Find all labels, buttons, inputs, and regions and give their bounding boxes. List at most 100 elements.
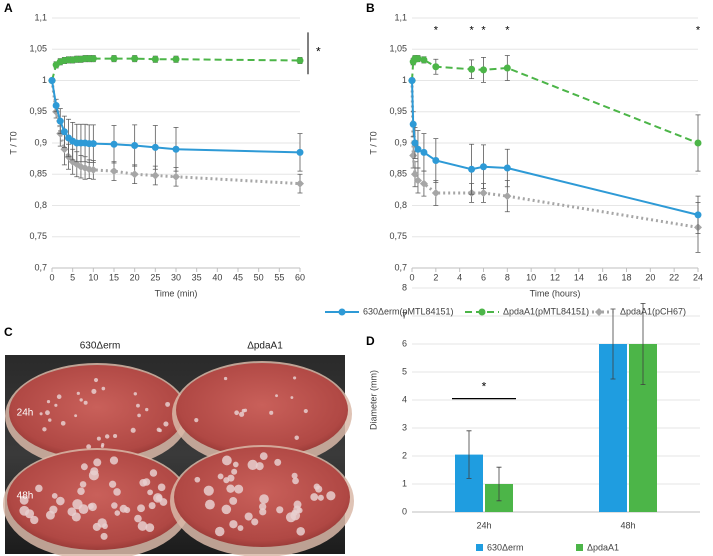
marker <box>172 145 180 153</box>
colony <box>102 523 108 530</box>
colony <box>100 444 104 448</box>
colony <box>165 401 171 407</box>
marker <box>432 63 440 71</box>
colony <box>90 467 99 476</box>
marker <box>110 140 118 148</box>
marker <box>479 189 488 197</box>
x-tick-label: 20 <box>130 272 140 282</box>
x-tick-label: 45 <box>233 272 243 282</box>
y-tick-label: 1,05 <box>29 44 47 54</box>
significance-star: * <box>696 24 701 36</box>
y-tick-label: 0,9 <box>394 137 407 147</box>
marker <box>414 55 422 63</box>
colony <box>19 495 29 505</box>
colony <box>42 427 47 432</box>
legend-marker <box>478 308 486 316</box>
legend-swatch <box>476 544 483 551</box>
colony <box>109 456 119 465</box>
colony <box>93 377 99 383</box>
marker <box>172 172 180 181</box>
significance-star: * <box>481 24 486 36</box>
marker <box>110 55 118 63</box>
marker <box>468 165 476 173</box>
colony <box>294 435 299 440</box>
legend-label: ΔpdaA1(pMTL84151) <box>503 306 589 316</box>
x-tick-label: 0 <box>49 272 54 282</box>
x-tick-label: 40 <box>212 272 222 282</box>
x-tick-label: 60 <box>295 272 305 282</box>
legend-label: 630Δerm(pMTL84151) <box>363 306 454 316</box>
x-tick-label: 24 <box>693 272 703 282</box>
marker <box>694 139 702 147</box>
colony <box>123 506 131 514</box>
colony <box>247 459 258 470</box>
marker <box>431 189 440 197</box>
x-tick-label: 18 <box>621 272 631 282</box>
x-tick-label: 22 <box>669 272 679 282</box>
colony <box>237 525 244 531</box>
marker <box>420 148 428 156</box>
significance-star: * <box>505 24 510 36</box>
marker <box>151 143 159 151</box>
x-tick-label: 20 <box>645 272 655 282</box>
y-tick-label: 1,1 <box>34 12 47 22</box>
marker <box>52 102 60 109</box>
colony <box>303 408 308 414</box>
colony <box>296 507 303 514</box>
x-tick-label: 25 <box>150 272 160 282</box>
panel-label: C <box>4 325 13 339</box>
y-tick-label: 0,8 <box>34 200 47 210</box>
colony <box>46 400 51 404</box>
colony <box>293 376 297 380</box>
colony <box>292 477 299 485</box>
marker <box>89 165 98 174</box>
x-tick-label: 35 <box>192 272 202 282</box>
marker <box>89 140 97 148</box>
marker <box>131 142 139 149</box>
x-tick-label: 6 <box>481 272 486 282</box>
colony <box>56 394 62 400</box>
y-tick-label: 0,85 <box>29 169 47 179</box>
marker <box>503 192 512 201</box>
marker <box>89 55 97 63</box>
y-tick-label: 0,7 <box>34 262 47 272</box>
colony <box>158 428 162 433</box>
y-tick-label: 3 <box>402 422 407 432</box>
colony <box>255 462 264 471</box>
legend-label: ΔpdaA1 <box>587 542 619 552</box>
colony <box>223 376 228 381</box>
marker <box>694 211 702 219</box>
y-tick-label: 0,75 <box>389 231 407 241</box>
colony <box>148 502 156 510</box>
colony <box>231 468 238 475</box>
marker <box>408 77 416 84</box>
colony <box>137 413 141 418</box>
x-tick-label: 12 <box>550 272 560 282</box>
colony <box>30 515 39 525</box>
series-line <box>410 80 699 229</box>
colony <box>293 500 302 509</box>
x-tick-label: 5 <box>70 272 75 282</box>
colony <box>133 392 137 396</box>
colony <box>137 504 145 513</box>
colony <box>104 434 110 439</box>
y-axis-label: Diameter (mm) <box>368 370 378 430</box>
marker <box>48 77 56 84</box>
marker <box>130 170 139 179</box>
colony <box>157 483 166 492</box>
colony <box>86 444 92 450</box>
colony <box>145 407 149 412</box>
marker <box>432 157 440 164</box>
x-tick-label: 50 <box>254 272 264 282</box>
colony <box>194 476 201 483</box>
x-tick-label: 10 <box>526 272 536 282</box>
colony <box>87 503 94 510</box>
colony <box>163 421 169 427</box>
x-tick-label: 2 <box>433 272 438 282</box>
error-bar <box>610 308 616 380</box>
error-bar <box>640 303 646 385</box>
colony <box>101 386 106 391</box>
colony <box>214 526 225 537</box>
y-tick-label: 2 <box>402 450 407 460</box>
colony <box>290 396 294 399</box>
